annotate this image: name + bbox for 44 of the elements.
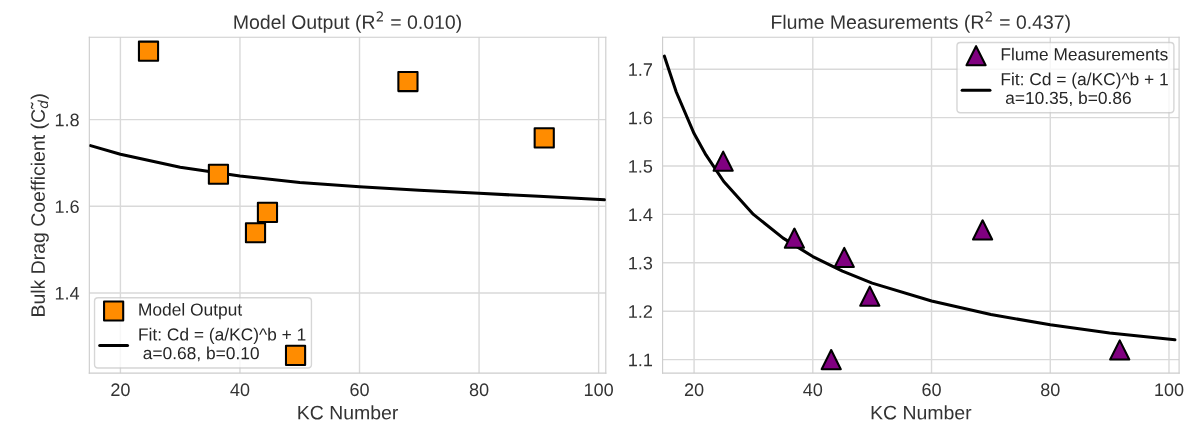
x-axis-title: KC Number	[298, 405, 399, 420]
x-tick-label: 40	[803, 383, 823, 397]
x-tick-label: 60	[922, 383, 941, 397]
y-tick-label: 1.8	[55, 113, 79, 127]
chart-title: Model Output (R$^{2}$ = 0.010)	[234, 11, 461, 33]
point	[397, 70, 419, 93]
point	[1109, 339, 1131, 361]
point	[207, 163, 230, 185]
point	[971, 219, 994, 241]
y-tick-label: 1.4	[55, 287, 80, 300]
y-axis-title: Bulk Drag Coefficient (C̃$_{d}$)	[30, 94, 49, 316]
point	[833, 246, 855, 269]
x-tick-label: 80	[1041, 383, 1060, 397]
y-tick-label: 1.2	[629, 305, 652, 318]
y-tick-label: 1.6	[629, 111, 653, 125]
y-tick-label: 1.5	[629, 160, 653, 173]
point	[533, 127, 555, 149]
point	[820, 348, 842, 371]
point	[256, 201, 279, 223]
x-tick-label: 20	[111, 383, 130, 397]
y-tick-label: 1.7	[629, 63, 652, 76]
x-axis-title: KC Number	[871, 405, 972, 420]
x-tick-label: 20	[684, 383, 704, 397]
legend-label: Flume Measurements	[1001, 47, 1168, 61]
x-tick-label: 60	[350, 383, 369, 397]
y-tick-label: 1.6	[55, 200, 79, 214]
point	[783, 227, 806, 249]
point	[284, 344, 307, 366]
line-series	[89, 144, 606, 202]
x-tick-label: 100	[584, 383, 613, 397]
x-tick-label: 40	[230, 383, 250, 397]
legend-label: Fit: Cd = (a/KC)^b + 1 a=0.68, b=0.10	[139, 327, 306, 362]
chart-title: Flume Measurements (R$^{2}$ = 0.437)	[772, 11, 1070, 33]
y-tick-label: 1.3	[629, 256, 653, 270]
legend-label: Model Output	[139, 302, 243, 320]
legend-label: Fit: Cd = (a/KC)^b + 1 a=10.35, b=0.86	[1001, 72, 1168, 107]
point	[244, 222, 267, 244]
y-tick-label: 1.1	[629, 353, 653, 367]
x-tick-label: 100	[1155, 383, 1184, 397]
point	[712, 150, 734, 172]
x-tick-label: 80	[469, 383, 489, 397]
point	[137, 40, 160, 62]
point	[859, 285, 881, 307]
y-tick-label: 1.4	[629, 208, 653, 221]
